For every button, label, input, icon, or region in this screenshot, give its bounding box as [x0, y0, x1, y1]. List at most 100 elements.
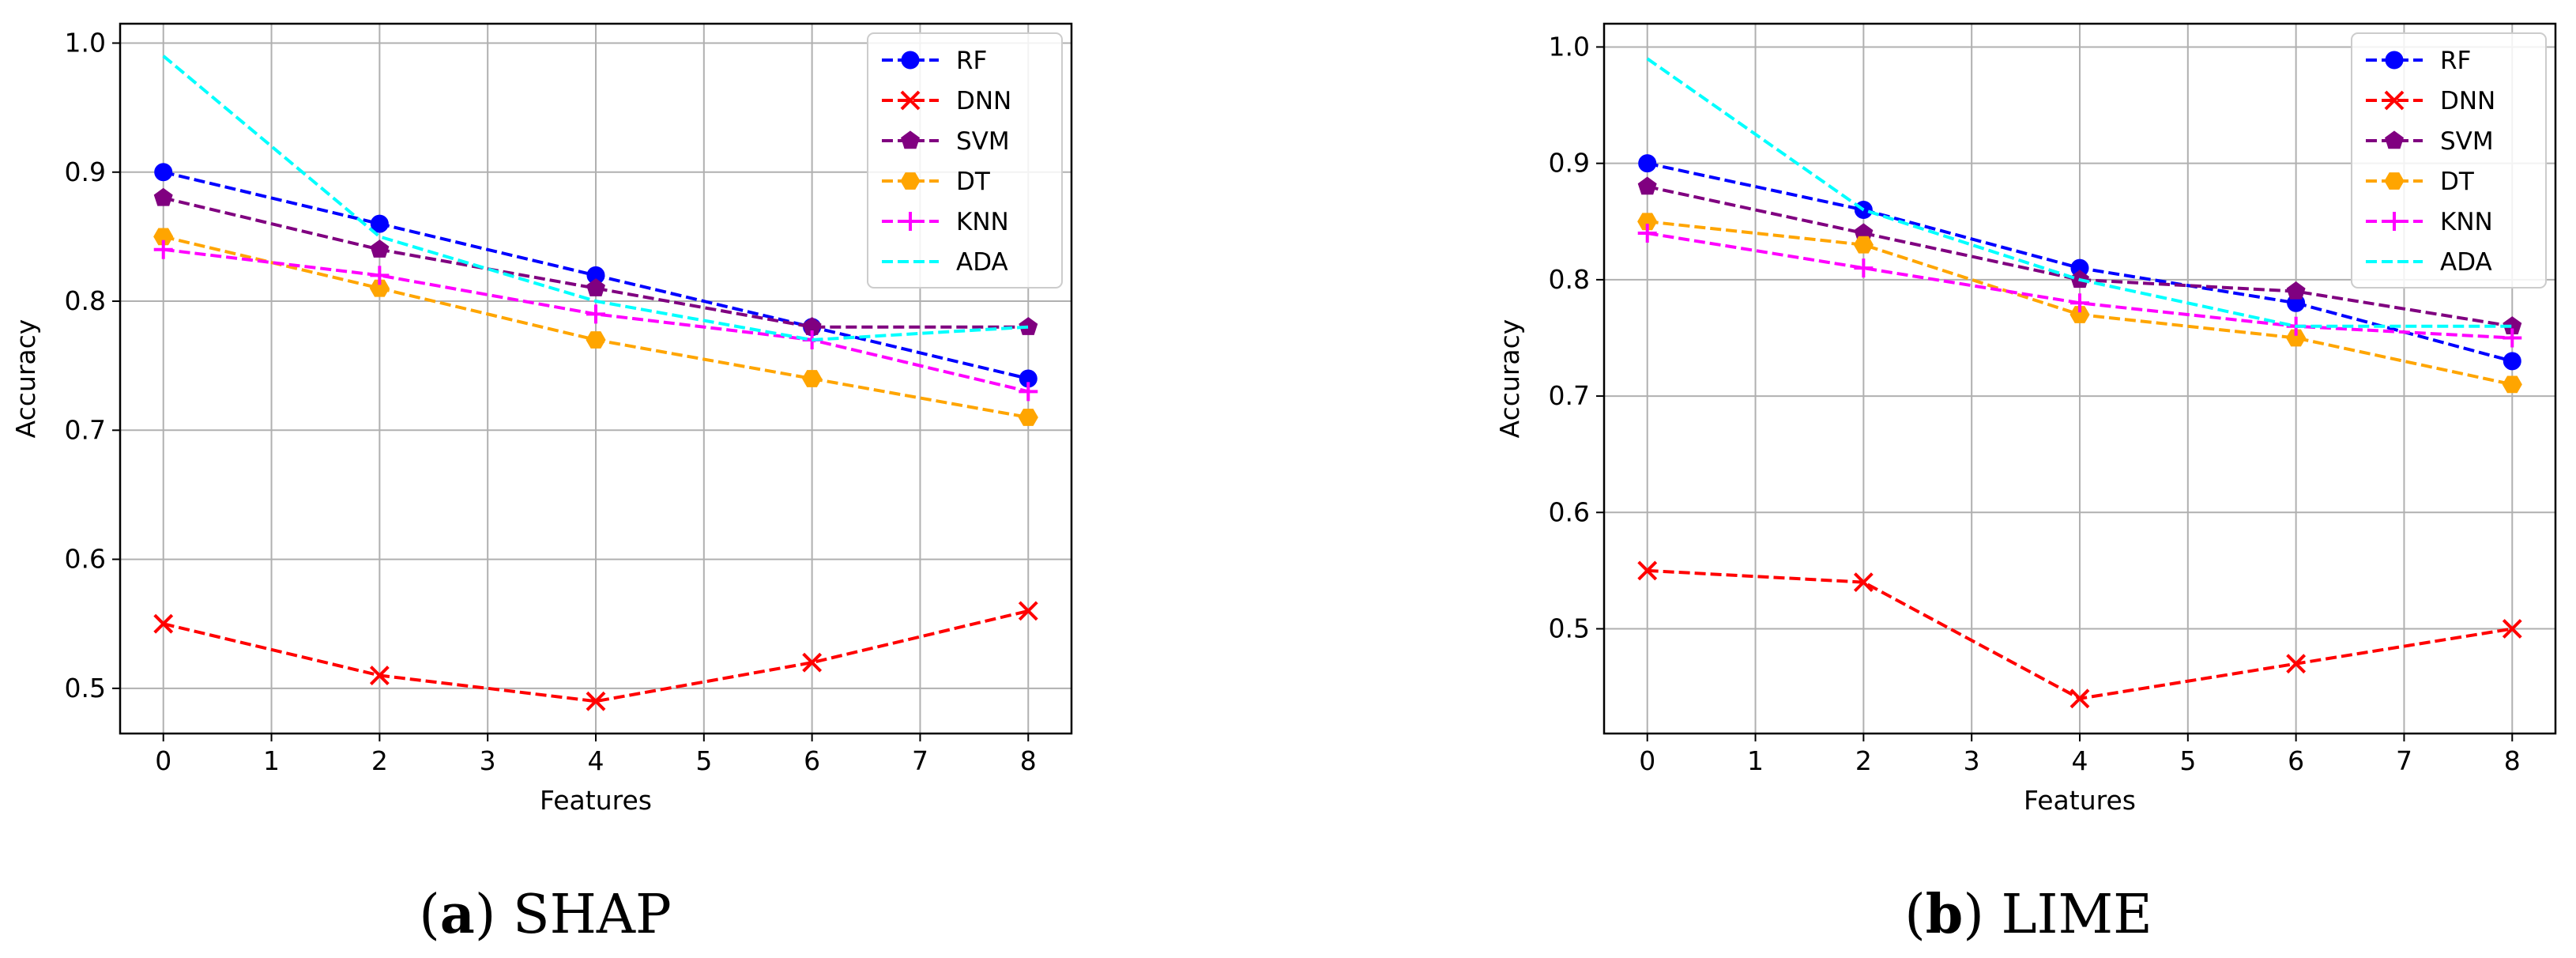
data-point-dnn — [2286, 654, 2307, 674]
caption-paren-close: ) — [475, 884, 496, 946]
x-tick-label: 3 — [480, 745, 496, 776]
data-point-dt — [1018, 409, 1038, 426]
legend-marker — [901, 130, 920, 149]
legend-item-svm: SVM — [2366, 127, 2494, 156]
data-point-dnn — [153, 613, 174, 634]
series-line-dnn — [163, 609, 1029, 703]
chart-lime: 0 1 2 3 4 5 6 7 8 0.5 0.6 0.7 0.8 0.9 1.0 Features Accur… — [1494, 22, 2557, 946]
chart-shap: 0 1 2 3 4 5 6 7 8 0.5 0.6 0.7 0.8 0.9 1.0 Features Accur… — [10, 22, 1073, 946]
data-point-dnn — [1018, 601, 1038, 621]
data-point-svm — [586, 278, 605, 296]
caption-text: SHAP — [495, 884, 671, 946]
data-point-rf — [370, 214, 389, 233]
y-axis-label: Accuracy — [10, 319, 41, 439]
legend-item-rf: RF — [882, 47, 987, 75]
legend-item-knn: KNN — [882, 208, 1009, 236]
data-point-dt — [153, 228, 174, 246]
x-tick-label: 6 — [804, 745, 820, 776]
data-point-dnn — [369, 666, 390, 685]
data-point-rf — [154, 163, 173, 182]
legend-label: DT — [956, 168, 991, 196]
data-point-dt — [1853, 236, 1874, 254]
data-point-dt — [802, 370, 823, 387]
x-tick-label: 4 — [2072, 745, 2088, 776]
x-tick-label: 3 — [1964, 745, 1980, 776]
x-tick-label: 0 — [1639, 745, 1655, 776]
x-tick-label: 8 — [1020, 745, 1037, 776]
series-ada — [1646, 57, 2513, 328]
data-point-dt — [2286, 329, 2307, 347]
y-tick-label: 0.7 — [65, 414, 106, 445]
legend-marker — [901, 51, 920, 70]
caption-text: LIME — [1984, 884, 2152, 946]
series-knn — [1637, 223, 2522, 348]
data-point-dnn — [1637, 560, 1658, 581]
legend-item-ada: ADA — [2366, 248, 2492, 277]
data-point-svm — [1637, 176, 1657, 195]
data-point-knn — [586, 304, 605, 324]
data-point-rf — [2503, 352, 2521, 371]
y-tick-label: 0.9 — [1549, 148, 1590, 179]
y-tick-label: 1.0 — [65, 27, 106, 58]
legend-item-dnn: DNN — [882, 87, 1011, 115]
data-point-dnn — [586, 691, 606, 711]
legend-box — [867, 32, 1063, 289]
caption-paren-close: ) — [1963, 884, 1984, 946]
legend-marker — [2385, 51, 2404, 70]
data-point-svm — [370, 240, 390, 258]
legend-label: ADA — [2440, 248, 2492, 277]
x-tick-label: 6 — [2288, 745, 2304, 776]
y-tick-label: 0.9 — [65, 157, 106, 187]
series-knn — [153, 240, 1038, 402]
series-dnn — [1637, 560, 2522, 709]
series-line-svm — [163, 196, 1029, 329]
data-point-dt — [2502, 375, 2522, 394]
legend-item-dnn: DNN — [2366, 87, 2495, 115]
data-point-knn — [2503, 328, 2522, 348]
legend: RF DNN SVM DT KNN ADA — [867, 32, 1063, 289]
data-point-rf — [1638, 154, 1657, 173]
y-axis-label: Accuracy — [1494, 319, 1525, 439]
legend-marker — [2384, 90, 2405, 111]
legend-label: RF — [2440, 47, 2471, 75]
x-tick-label: 7 — [912, 745, 928, 776]
caption-letter: b — [1926, 883, 1964, 946]
legend-label: ADA — [956, 248, 1008, 277]
data-point-knn — [1019, 382, 1038, 402]
x-tick-label: 5 — [695, 745, 712, 776]
legend-label: DT — [2440, 168, 2475, 196]
x-tick-label: 5 — [2179, 745, 2196, 776]
data-point-dnn — [2502, 619, 2522, 639]
series-dnn — [153, 601, 1038, 711]
legend-label: DNN — [2440, 87, 2495, 115]
x-axis-label: Features — [2024, 785, 2136, 816]
x-tick-label: 2 — [1855, 745, 1872, 776]
data-point-dnn — [2069, 688, 2090, 709]
legend-label: DNN — [956, 87, 1011, 115]
y-tick-label: 0.6 — [65, 544, 106, 575]
data-point-dt — [1637, 213, 1658, 231]
grid — [1604, 24, 2555, 734]
legend-item-rf: RF — [2366, 47, 2471, 75]
caption-paren-open: ( — [419, 884, 440, 946]
data-point-dnn — [802, 652, 823, 673]
legend-box — [2351, 32, 2547, 289]
data-point-knn — [153, 240, 173, 259]
y-tick-label: 0.5 — [1549, 613, 1590, 644]
x-tick-label: 1 — [263, 745, 280, 776]
data-point-dt — [586, 331, 606, 349]
data-point-dt — [2069, 306, 2090, 323]
legend-label: KNN — [956, 208, 1009, 236]
y-tick-label: 0.7 — [1549, 380, 1590, 411]
data-point-dt — [369, 279, 390, 297]
caption: (b) LIME — [1904, 883, 2152, 946]
data-point-dnn — [1853, 572, 1874, 593]
x-tick-label: 1 — [1747, 745, 1764, 776]
data-point-svm — [2286, 281, 2306, 300]
data-point-knn — [2070, 293, 2089, 313]
legend-item-knn: KNN — [2366, 208, 2493, 236]
legend-label: SVM — [956, 127, 1010, 156]
series-line-svm — [1647, 185, 2513, 328]
data-point-knn — [1854, 258, 1874, 278]
series-svm — [1637, 176, 2522, 334]
